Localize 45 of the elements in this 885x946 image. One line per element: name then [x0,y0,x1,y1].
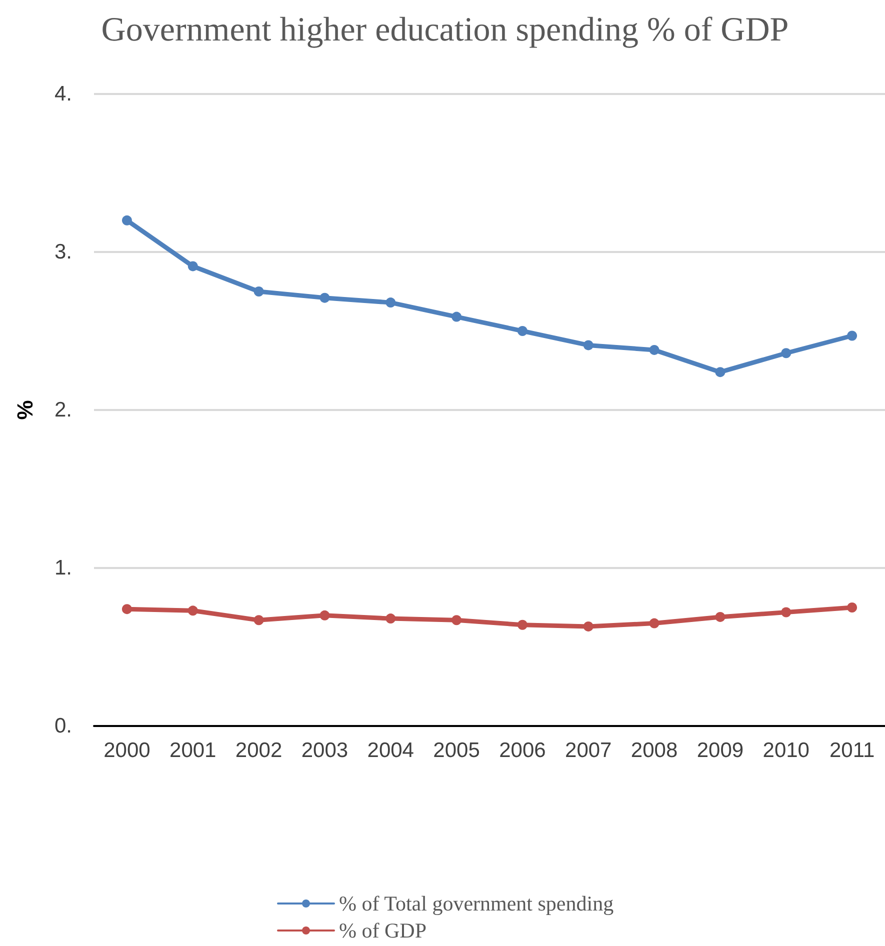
legend-label: % of Total government spending [339,892,614,916]
point [517,326,528,336]
point [254,286,264,296]
point [452,312,462,322]
point [715,367,726,378]
x-tick-label: 2003 [301,739,348,762]
point [122,215,132,226]
x-tick-label: 2008 [630,739,678,762]
legend-label: % of GDP [339,918,426,942]
x-tick-label: 2006 [499,739,546,762]
point [583,340,594,350]
point [188,606,198,616]
x-tick-label: 2010 [762,739,810,762]
point [715,612,726,622]
point [781,348,792,358]
point [517,620,528,630]
y-axis-title: % [12,400,38,420]
x-tick-label: 2011 [829,739,875,762]
x-tick-label: 2007 [565,739,612,762]
point [847,330,858,341]
point [320,610,330,620]
point [649,344,660,355]
y-tick-label: 2. [54,398,72,422]
point [320,292,330,303]
x-tick-label: 2002 [235,739,282,762]
x-tick-label: 2009 [696,739,744,762]
point [122,604,132,614]
y-tick-label: 0. [54,714,72,738]
y-tick-label: 3. [54,240,72,264]
point [649,618,660,628]
point [386,298,396,308]
point [254,615,264,626]
point [452,615,462,626]
point [781,607,792,618]
point [583,621,594,632]
chart-title: Government higher education spending % of GDP [101,12,789,48]
x-tick-label: 2001 [170,739,216,762]
point [386,614,396,624]
x-tick-label: 2005 [433,739,480,762]
x-tick-label: 2004 [367,739,414,762]
point [188,261,198,272]
y-tick-label: 1. [54,556,72,580]
y-tick-label: 4. [54,82,72,106]
point [847,602,858,612]
x-tick-label: 2000 [104,739,150,762]
